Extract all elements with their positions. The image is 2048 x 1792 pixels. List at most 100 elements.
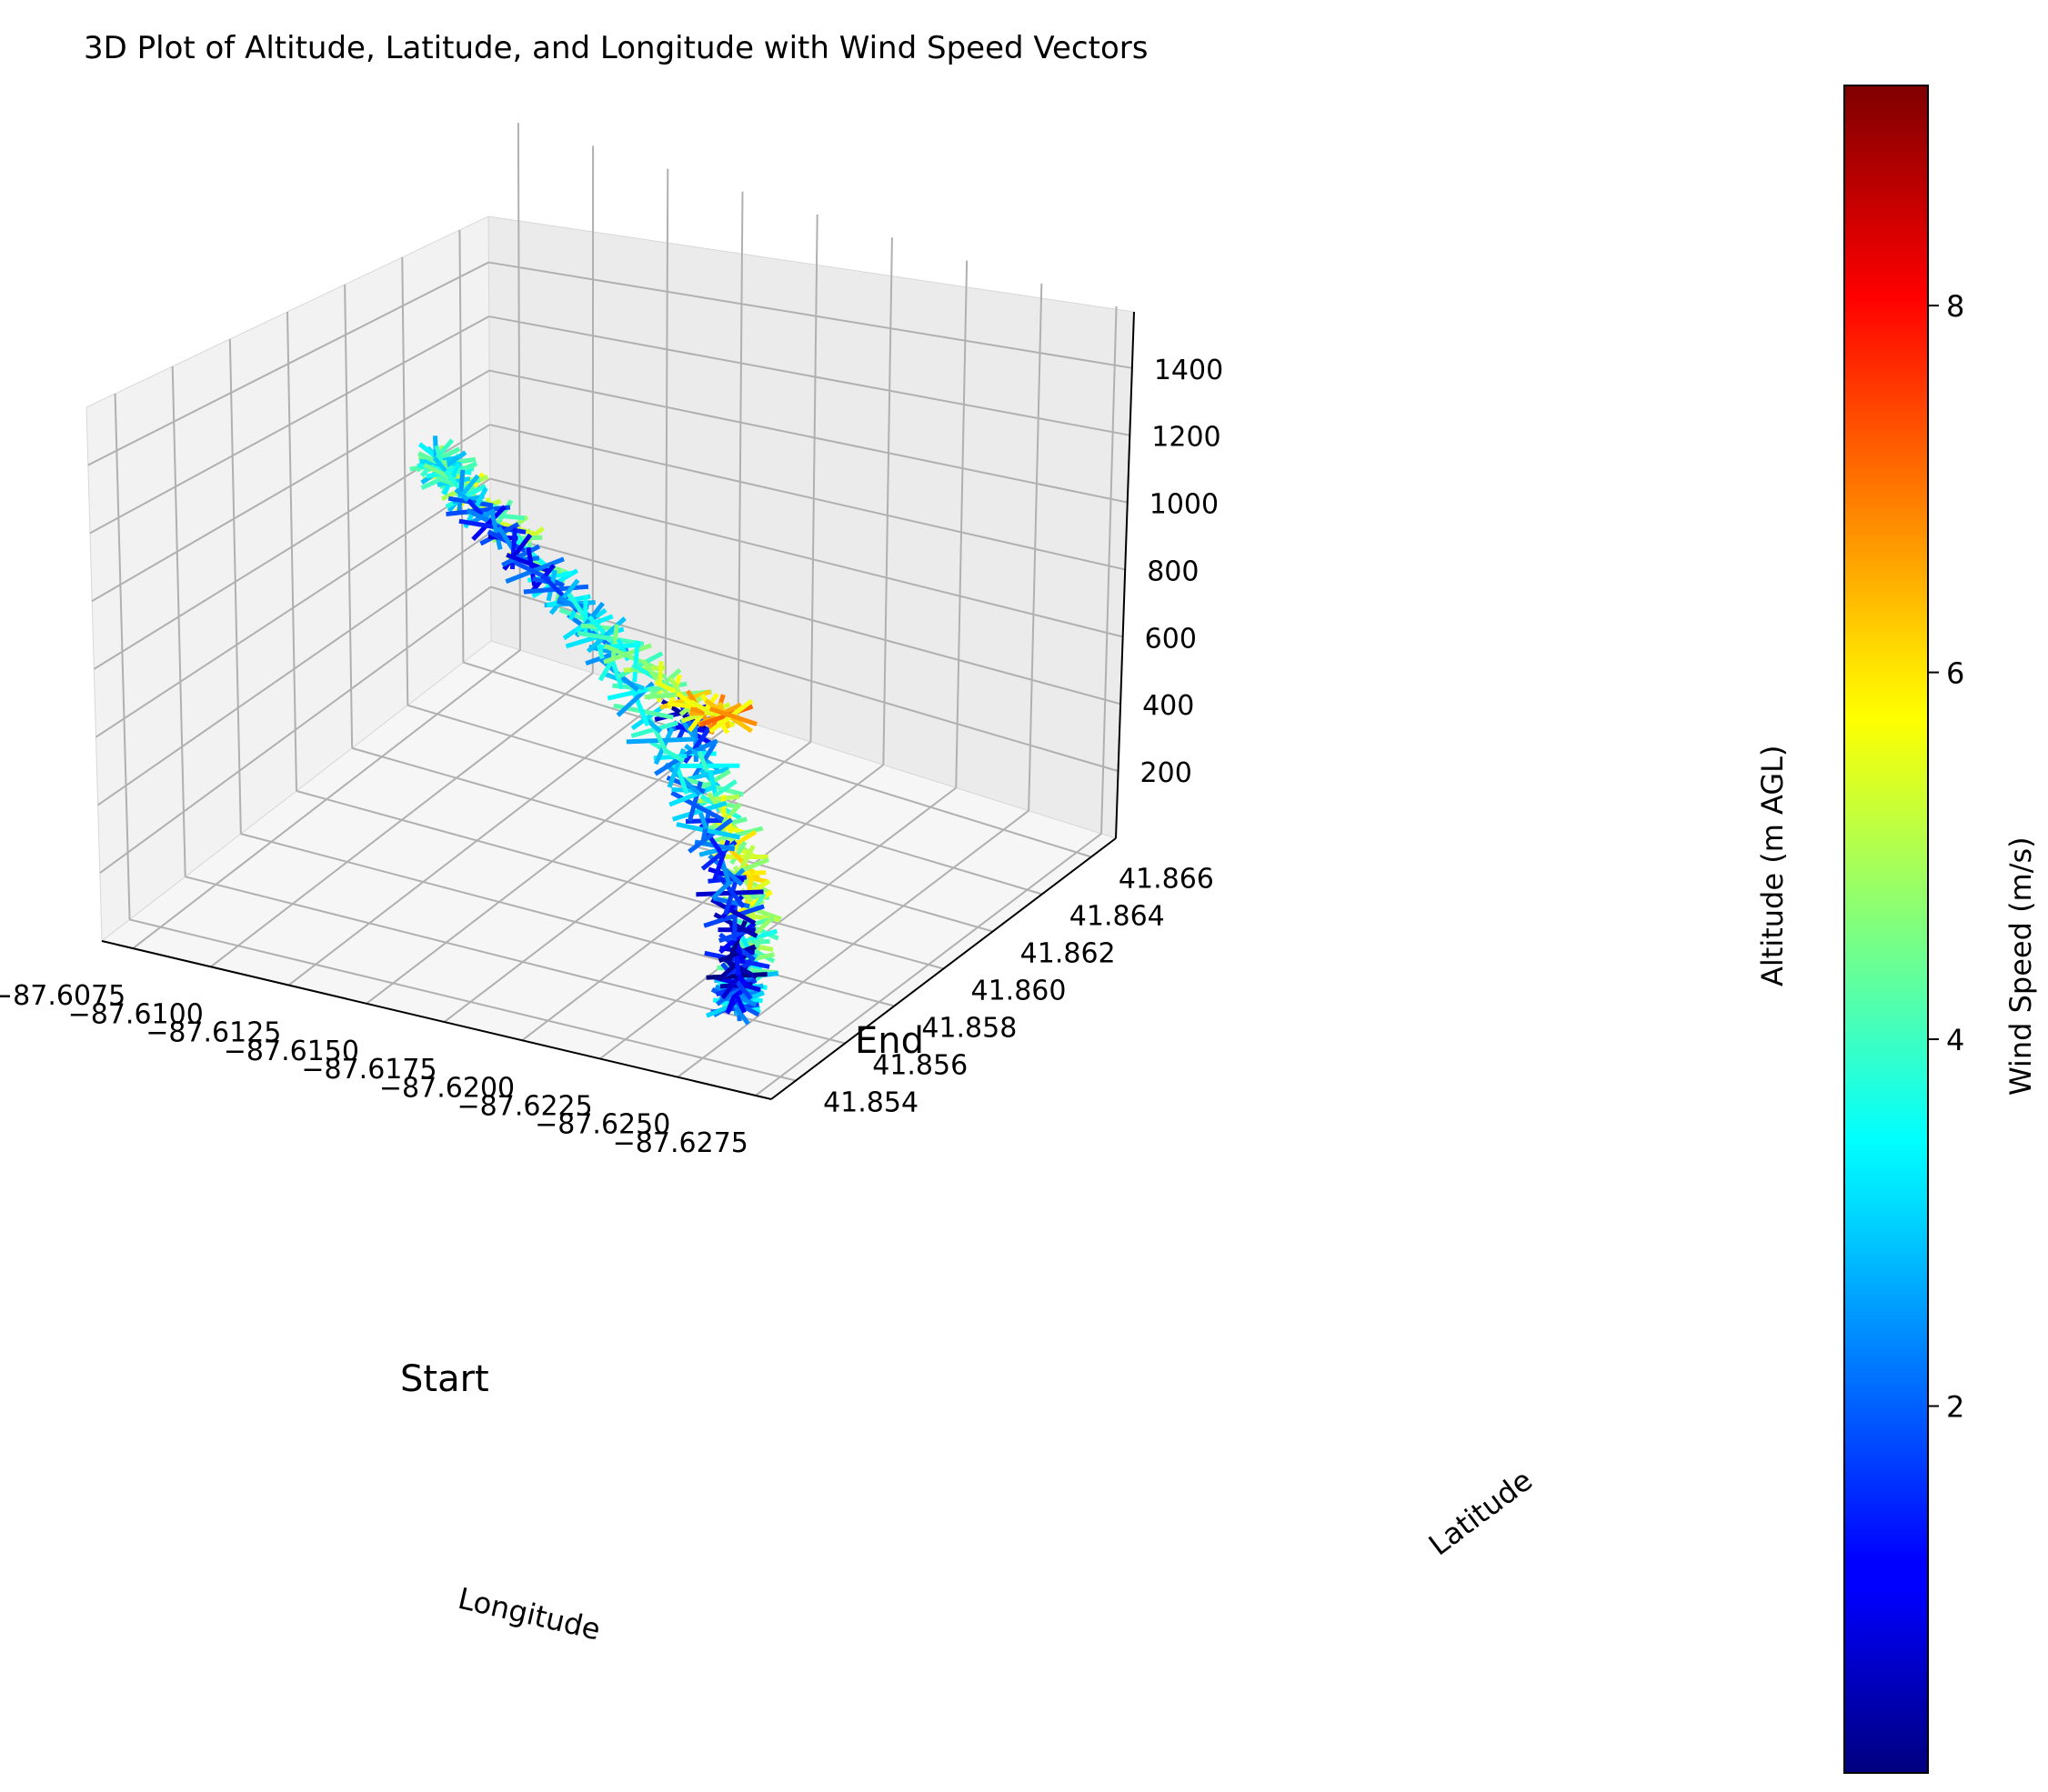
grid-line-lon-back: [809, 215, 818, 743]
tick-label-lon: −87.6250: [535, 1109, 670, 1141]
z-axis-label: Altitude (m AGL): [1755, 746, 1790, 986]
chart-title: 3D Plot of Altitude, Latitude, and Longi…: [84, 30, 1148, 66]
tick-label-lat: 41.864: [1069, 901, 1165, 933]
wind-vector: [501, 544, 541, 567]
tick-label-lon: −87.6075: [0, 980, 125, 1012]
grid-line-alt-left: [91, 369, 490, 602]
tick-lon: [120, 948, 133, 959]
tick-lon: [665, 1077, 678, 1088]
wind-vector: [668, 785, 716, 807]
wind-vector: [623, 665, 666, 673]
tick-label-lon: −87.6225: [457, 1090, 593, 1122]
grid-line-lon-back: [1100, 305, 1118, 834]
tick-lon: [276, 986, 288, 996]
grid-line-alt-left: [95, 477, 491, 738]
colorbar-tick-label: 4: [1946, 1023, 1964, 1057]
tick-label-lon: −87.6125: [146, 1017, 281, 1049]
tick-label-lon: −87.6275: [613, 1127, 748, 1159]
wind-vector: [743, 868, 756, 910]
grid-line-alt-back: [489, 424, 1126, 571]
wind-vector: [577, 630, 645, 646]
tick-lon: [743, 1096, 756, 1106]
tick-label-lat: 41.860: [971, 976, 1067, 1007]
axes-3d: −87.6075−87.6100−87.6125−87.6150−87.6175…: [0, 123, 1223, 1159]
tick-label-alt: 600: [1145, 623, 1197, 655]
wind-vector: [610, 624, 619, 661]
tick-label-alt: 1000: [1149, 489, 1219, 521]
wind-vector: [732, 900, 738, 941]
wind-vector-segments: [409, 435, 782, 1026]
grid-line-lat-wall: [401, 256, 409, 706]
wind-vector: [723, 880, 738, 916]
wind-vector: [567, 613, 614, 649]
grid-line-lon-back: [955, 260, 969, 788]
wind-vector: [688, 817, 734, 854]
tick-label-lon: −87.6150: [224, 1036, 359, 1067]
wind-vector: [632, 640, 640, 683]
tick-label-lat: 41.856: [872, 1050, 968, 1082]
colorbar-gradient: [1843, 85, 1929, 1774]
wind-vector: [617, 651, 664, 679]
tick-label-lat: 41.858: [921, 1013, 1017, 1045]
grid-line-alt-back: [488, 315, 1130, 436]
tick-label-alt: 400: [1142, 690, 1194, 722]
grid-line-lat-wall: [344, 284, 354, 748]
tick-lat: [993, 932, 1008, 937]
grid-line-lat: [351, 746, 993, 933]
wind-vector: [489, 510, 503, 550]
y-axis-line: [770, 837, 1117, 1100]
wind-vector: [607, 686, 656, 701]
wind-vector: [586, 616, 627, 654]
grid-line-lat: [463, 661, 1092, 858]
grid-line-lat-wall: [458, 229, 465, 663]
tick-label-lon: −87.6175: [301, 1054, 437, 1086]
grid-line-lat-wall: [286, 311, 297, 792]
wind-vector: [583, 595, 588, 637]
grid-line-alt-back: [489, 477, 1123, 638]
tick-lon: [587, 1058, 600, 1069]
end-annotation: End: [855, 1020, 924, 1062]
x-axis-label: Longitude: [455, 1581, 604, 1647]
tick-lat: [1042, 895, 1057, 900]
colorbar-ticks: 2 4 6 8: [1928, 289, 1964, 1425]
tick-lon: [509, 1040, 522, 1051]
y-axis-label: Latitude: [1422, 1463, 1539, 1563]
tick-label-alt: 1400: [1154, 355, 1223, 386]
wind-vector: [712, 868, 746, 908]
wind-vector: [682, 726, 712, 765]
tick-label-lat: 41.862: [1020, 938, 1116, 970]
axis-lines: [101, 311, 1135, 1100]
grid-line-lat: [240, 833, 895, 1007]
ticks: −87.6075−87.6100−87.6125−87.6150−87.6175…: [0, 355, 1223, 1159]
tick-lon: [198, 966, 211, 977]
colorbar-tick-label: 2: [1946, 1390, 1964, 1425]
grid-line-lon-back: [737, 191, 744, 719]
wind-vector: [479, 522, 520, 546]
grid-line-lon-back: [1028, 283, 1043, 811]
grid-line-lat-wall: [114, 393, 131, 920]
wind-vector: [641, 659, 672, 699]
wind-vector: [708, 706, 758, 726]
grid-line-alt-left: [97, 532, 491, 806]
grid-line-lon-back: [664, 168, 669, 696]
wind-vector: [630, 705, 665, 731]
tick-lat: [944, 969, 959, 975]
wind-vector: [694, 779, 738, 811]
wind-vector: [729, 840, 748, 865]
grid-line-alt-left: [89, 315, 490, 535]
tick-lon: [432, 1022, 445, 1033]
grid-line-lat-wall: [228, 338, 242, 835]
colorbar-label: Wind Speed (m/s): [2003, 836, 2038, 1096]
grid-line-alt-back: [488, 261, 1132, 369]
tick-lat: [894, 1006, 909, 1012]
tick-label-lat: 41.866: [1119, 864, 1214, 896]
grid-line-lat: [129, 918, 797, 1082]
colorbar-tick-label: 8: [1946, 289, 1964, 324]
grid-line-alt-back: [489, 532, 1121, 706]
tick-label-lat: 41.854: [823, 1087, 919, 1119]
z-axis-line: [1115, 311, 1135, 839]
wind-vector: [710, 897, 757, 926]
grid: [87, 123, 1132, 1096]
colorbar-tick-label: 6: [1946, 656, 1964, 691]
wind-vector: [457, 469, 466, 512]
